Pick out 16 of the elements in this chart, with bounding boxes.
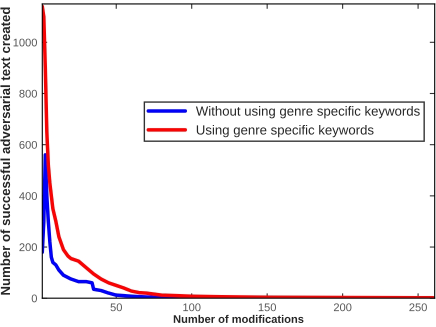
y-tick-label: 800 bbox=[19, 90, 37, 98]
x-tick-label: 50 bbox=[110, 303, 122, 312]
legend-label: Without using genre specific keywords bbox=[196, 106, 420, 118]
x-tick-label: 250 bbox=[409, 303, 427, 312]
x-tick-label: 200 bbox=[334, 303, 352, 312]
y-tick-label: 200 bbox=[19, 243, 37, 252]
y-tick-label: 0 bbox=[32, 294, 37, 302]
y-tick-label: 600 bbox=[19, 140, 37, 149]
legend-label: Using genre specific keywords bbox=[196, 124, 374, 138]
line-series bbox=[42, 4, 435, 298]
y-tick-label: 1000 bbox=[14, 38, 37, 46]
x-axis-title: Number of modifications bbox=[174, 314, 304, 323]
x-tick-label: 150 bbox=[258, 303, 276, 312]
y-axis-title: Number of successful adversarial text created bbox=[0, 7, 10, 295]
y-tick-label: 400 bbox=[19, 192, 37, 200]
x-tick-label: 100 bbox=[183, 303, 201, 312]
